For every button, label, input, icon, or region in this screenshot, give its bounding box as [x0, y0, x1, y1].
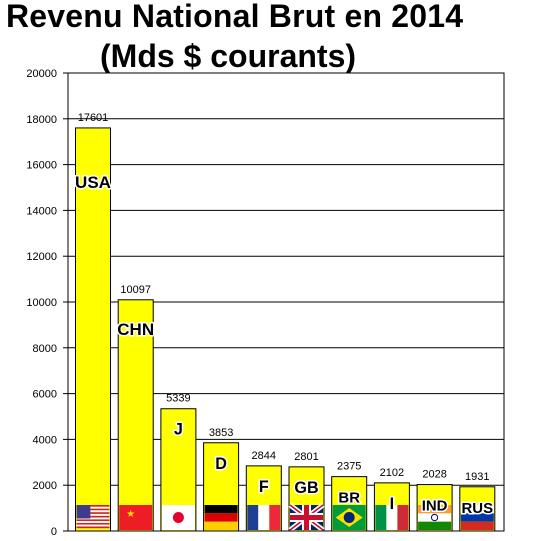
- bar-value-label: 2844: [252, 450, 276, 462]
- flag-stripe: [76, 513, 110, 516]
- china-flag-icon: ★: [119, 505, 153, 530]
- flag-band: [418, 513, 452, 522]
- flag-cross: [304, 505, 309, 530]
- flag-band: [269, 505, 281, 530]
- bar-value-label: 10097: [120, 284, 151, 296]
- flag-stripe: [76, 506, 110, 509]
- flag-stripe: [76, 522, 110, 525]
- bar-value-label: 2801: [294, 451, 318, 463]
- flag-stripe: [76, 515, 110, 518]
- bar-category-label: BR: [338, 490, 360, 507]
- brazil-flag-icon: [332, 505, 366, 530]
- y-tick-label: 2000: [33, 480, 57, 492]
- flag-stripe: [76, 510, 110, 513]
- bar-value-label: 2375: [337, 461, 361, 473]
- flag-band: [386, 505, 398, 530]
- flag-field: [119, 505, 153, 530]
- bar-group-ind: 2028 IND: [416, 469, 453, 532]
- flag-wheel: [430, 513, 439, 522]
- flag-band: [418, 521, 452, 530]
- flag-band: [247, 505, 259, 530]
- bar-category-label: I: [390, 495, 395, 513]
- y-tick-label: 14000: [26, 205, 57, 217]
- bar-value-label: 1931: [465, 471, 489, 483]
- flag-band: [375, 505, 387, 530]
- flag-stripe: [76, 521, 110, 523]
- flag-band: [460, 505, 494, 514]
- bar-chn: [117, 299, 154, 532]
- plot-area-frame: [67, 72, 505, 532]
- y-tick-label: 8000: [33, 343, 57, 355]
- flag-stripe: [76, 505, 110, 507]
- flag-globe: [343, 512, 355, 523]
- flag-stripe: [76, 512, 110, 514]
- y-tick-label: 4000: [33, 434, 57, 446]
- flag-stripe: [76, 517, 110, 520]
- flag-star: ★: [126, 509, 135, 520]
- y-tick-label: 0: [51, 526, 57, 538]
- bar-value-label: 2028: [422, 469, 446, 481]
- flag-band: [460, 521, 494, 530]
- flag-band: [204, 521, 238, 530]
- usa-flag-icon: [76, 505, 110, 529]
- flag-stripe: [76, 524, 110, 527]
- flag-canton: [76, 505, 91, 519]
- flag-stripe: [76, 519, 110, 522]
- bar-category-label: CHN: [117, 320, 154, 339]
- chart-title-line-2: (Mds $ courants): [100, 38, 357, 74]
- flag-band: [204, 513, 238, 522]
- chart-title-line-1: Revenu National Brut en 2014: [6, 0, 464, 34]
- bars: 17601 USA ★ 10097 CHN 5339 J 3853 D 2844 F 2801 GB 23…: [74, 112, 496, 532]
- flag-band: [258, 505, 270, 530]
- flag-disc: [172, 512, 184, 523]
- bar-group-br: 2375 BR: [331, 461, 368, 532]
- bar-group-f: 2844 F: [245, 450, 282, 532]
- bar-category-label: IND: [422, 498, 448, 515]
- y-tick-label: 18000: [26, 114, 57, 126]
- flag-band: [397, 505, 409, 530]
- bar-category-label: USA: [75, 173, 111, 192]
- flag-stripe: [76, 508, 110, 511]
- bar-category-label: J: [174, 421, 183, 439]
- bar-group-gb: 2801 GB: [288, 451, 325, 532]
- y-tick-label: 20000: [26, 68, 57, 80]
- y-tick-label: 12000: [26, 251, 57, 263]
- germany-flag-icon: [204, 505, 238, 530]
- bar-value-label: 17601: [78, 112, 109, 124]
- russia-flag-icon: [460, 505, 494, 530]
- italy-flag-icon: [375, 505, 409, 530]
- y-tick-label: 16000: [26, 160, 57, 172]
- flag-stripe: [76, 526, 110, 529]
- bar-group-rus: 1931 RUS: [459, 471, 496, 532]
- flag-band: [204, 505, 238, 514]
- bar-value-label: 5339: [166, 393, 190, 405]
- y-axis: 0 2000 4000 6000 8000 10000 12000 14000 16000 180…: [26, 68, 68, 538]
- bar-group-i: 2102 I: [373, 467, 410, 532]
- bar-category-label: RUS: [462, 500, 494, 517]
- y-tick-label: 6000: [33, 389, 57, 401]
- bar-category-label: F: [259, 478, 269, 496]
- y-tick-label: 10000: [26, 297, 57, 309]
- japan-flag-icon: [161, 505, 195, 530]
- bar-group-j: 5339 J: [160, 393, 197, 532]
- bar-value-label: 2102: [380, 467, 404, 479]
- bar-group-chn: ★ 10097 CHN: [116, 284, 156, 532]
- bar-group-usa: 17601 USA: [74, 112, 112, 532]
- india-flag-icon: [418, 505, 452, 530]
- bar-category-label: D: [215, 455, 227, 473]
- uk-flag-icon: [288, 503, 325, 532]
- bar-value-label: 3853: [209, 427, 233, 439]
- france-flag-icon: [247, 505, 281, 530]
- flag-band: [460, 513, 494, 522]
- bar-group-d: 3853 D: [203, 427, 240, 532]
- flag-band: [418, 505, 452, 514]
- bar-category-label: GB: [294, 479, 318, 497]
